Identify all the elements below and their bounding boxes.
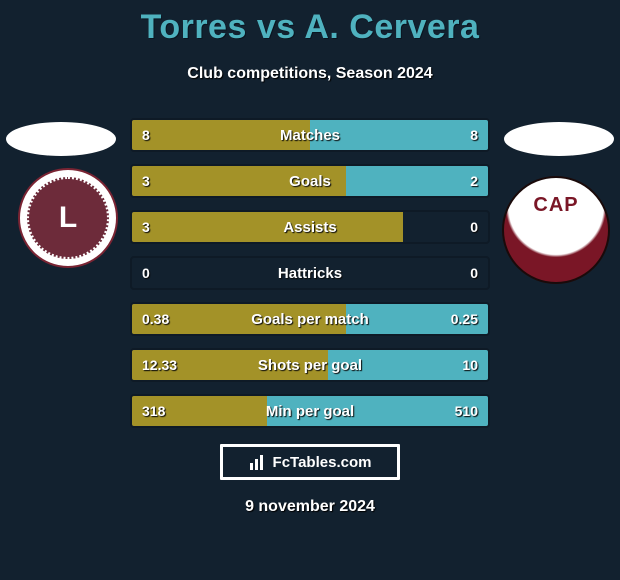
- stat-label: Shots per goal: [132, 350, 488, 380]
- team-crest-left-label: L: [27, 177, 109, 259]
- brand-chart-icon: [249, 453, 267, 471]
- stat-row: 30Assists: [130, 210, 490, 244]
- date-text: 9 november 2024: [0, 498, 620, 516]
- stat-row: 88Matches: [130, 118, 490, 152]
- stat-row: 0.380.25Goals per match: [130, 302, 490, 336]
- stat-label: Min per goal: [132, 396, 488, 426]
- stat-label: Hattricks: [132, 258, 488, 288]
- brand-badge: FcTables.com: [220, 444, 400, 480]
- player-photo-right: [504, 122, 614, 156]
- comparison-card: Torres vs A. Cervera Club competitions, …: [0, 0, 620, 580]
- stat-label: Goals: [132, 166, 488, 196]
- brand-text: FcTables.com: [273, 454, 372, 471]
- stat-bars: 88Matches 32Goals 30Assists 00Hattricks 0.38…: [130, 118, 490, 440]
- stat-row: 318510Min per goal: [130, 394, 490, 428]
- page-title: Torres vs A. Cervera: [0, 0, 620, 47]
- stat-row: 32Goals: [130, 164, 490, 198]
- stat-label: Goals per match: [132, 304, 488, 334]
- stat-label: Matches: [132, 120, 488, 150]
- subtitle: Club competitions, Season 2024: [0, 65, 620, 83]
- team-crest-right-label: CAP: [533, 194, 578, 217]
- stat-row: 00Hattricks: [130, 256, 490, 290]
- stat-row: 12.3310Shots per goal: [130, 348, 490, 382]
- team-crest-left: L: [18, 168, 118, 268]
- stat-label: Assists: [132, 212, 488, 242]
- player-photo-left: [6, 122, 116, 156]
- team-crest-right: CAP: [502, 176, 610, 284]
